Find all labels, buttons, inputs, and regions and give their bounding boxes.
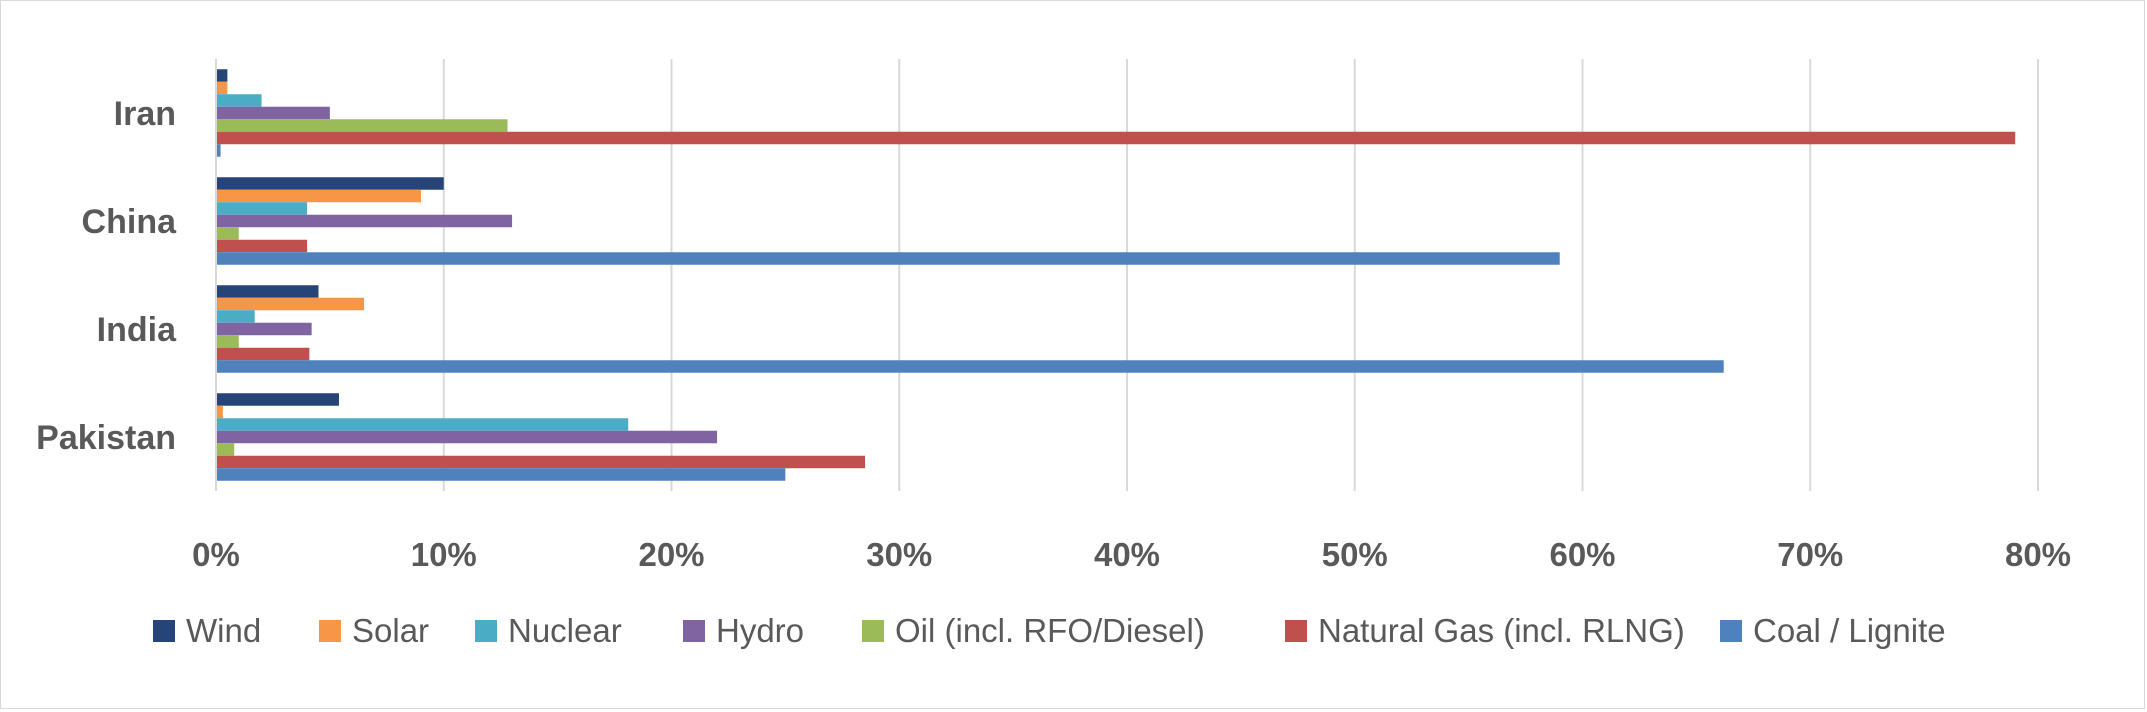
category-label: Pakistan: [36, 419, 176, 457]
bar: [216, 177, 444, 190]
x-tick-label: 50%: [1322, 536, 1388, 573]
category-label: Iran: [114, 95, 176, 133]
legend-swatch: [683, 620, 705, 642]
bar: [216, 297, 365, 311]
legend-label: Natural Gas (incl. RLNG): [1318, 612, 1685, 649]
bar: [216, 443, 235, 456]
legend-swatch: [1285, 620, 1307, 642]
bar: [216, 285, 319, 298]
x-tick-label: 10%: [411, 536, 477, 573]
bar: [216, 310, 255, 323]
category-label: China: [82, 203, 178, 241]
legend-label: Nuclear: [508, 612, 622, 649]
legend-swatch: [319, 620, 341, 642]
bar: [216, 144, 221, 157]
x-tick-label: 40%: [1094, 536, 1160, 573]
legend-swatch: [1720, 620, 1742, 642]
bar: [216, 94, 262, 107]
bar: [216, 239, 308, 253]
bar: [216, 69, 228, 82]
legend-swatch: [153, 620, 175, 642]
bar: [216, 214, 513, 228]
bar: [216, 393, 339, 406]
legend: Wind Solar Nuclear Hydro Oil (incl. RFO/Dies…: [153, 612, 1946, 649]
x-tick-label: 60%: [1549, 536, 1615, 573]
x-tick-label: 30%: [866, 536, 932, 573]
bar: [216, 252, 1560, 265]
bar: [216, 360, 1724, 373]
bar: [216, 347, 310, 361]
bar: [216, 405, 223, 419]
legend-label: Solar: [352, 612, 429, 649]
bar: [216, 335, 239, 348]
bar: [216, 468, 786, 481]
bar: [216, 131, 2016, 145]
category-label: India: [97, 311, 177, 349]
x-tick-label: 70%: [1777, 536, 1843, 573]
axes: 0% 10% 20% 30% 40% 50% 60% 70% 80% Iran China India…: [36, 59, 2071, 573]
bars: [216, 69, 2016, 481]
bar: [216, 202, 308, 215]
legend-label: Wind: [186, 612, 261, 649]
bar: [216, 119, 508, 132]
bar: [216, 418, 629, 431]
bar: [216, 322, 312, 336]
legend-label: Coal / Lignite: [1753, 612, 1946, 649]
legend-label: Oil (incl. RFO/Diesel): [895, 612, 1205, 649]
bar: [216, 455, 866, 469]
legend-swatch: [862, 620, 884, 642]
bar: [216, 106, 330, 120]
legend-swatch: [475, 620, 497, 642]
bar: [216, 430, 718, 444]
x-tick-label: 80%: [2005, 536, 2071, 573]
x-tick-label: 20%: [638, 536, 704, 573]
bar: [216, 189, 421, 203]
x-tick-label: 0%: [192, 536, 240, 573]
legend-label: Hydro: [716, 612, 804, 649]
bar: [216, 227, 239, 240]
bar: [216, 81, 228, 95]
